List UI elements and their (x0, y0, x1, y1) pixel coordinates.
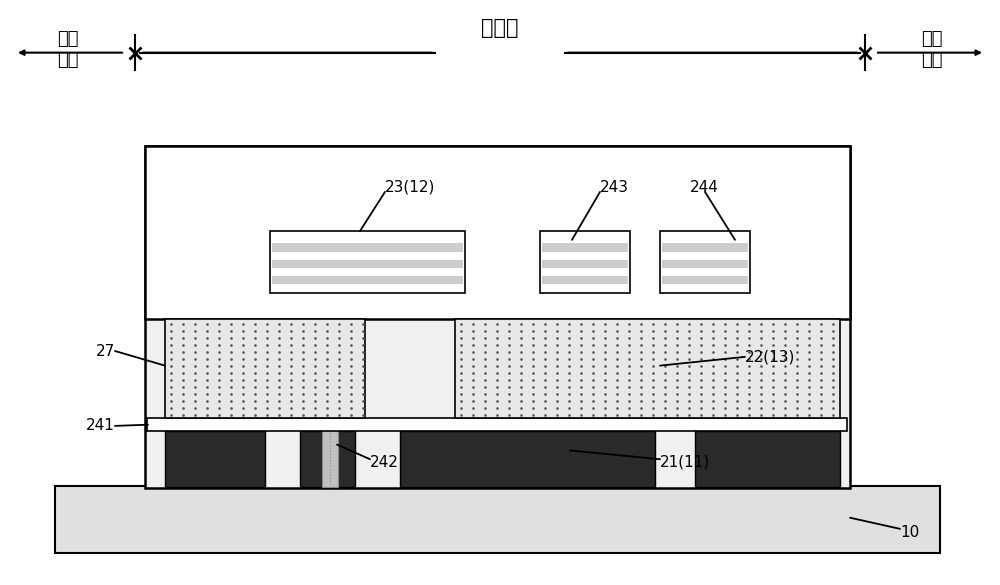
Text: 显示区: 显示区 (481, 18, 519, 38)
Bar (662, 243, 748, 252)
Bar (400, 431, 655, 487)
Bar (145, 146, 850, 319)
Text: 27: 27 (96, 343, 115, 359)
Text: 非显
示区: 非显 示区 (57, 30, 79, 69)
Bar (660, 231, 750, 292)
Bar (455, 319, 840, 418)
Bar (695, 431, 840, 487)
Bar (272, 260, 463, 268)
Text: 241: 241 (86, 418, 115, 433)
Bar (272, 276, 463, 284)
Bar (270, 231, 465, 292)
Bar (147, 418, 847, 431)
Text: 242: 242 (370, 455, 399, 470)
Bar (662, 276, 748, 284)
Bar (542, 243, 628, 252)
Bar (55, 486, 940, 553)
Text: 21(11): 21(11) (660, 455, 710, 470)
Bar (542, 260, 628, 268)
Bar (300, 431, 355, 487)
Text: 23(12): 23(12) (385, 180, 435, 195)
Bar (322, 430, 338, 487)
Bar (662, 260, 748, 268)
Text: 22(13): 22(13) (745, 349, 795, 364)
Bar (272, 243, 463, 252)
Bar (145, 146, 850, 488)
Bar (540, 231, 630, 292)
Text: 非显
示区: 非显 示区 (921, 30, 943, 69)
Bar (165, 431, 265, 487)
Text: 10: 10 (900, 525, 919, 540)
Text: 244: 244 (690, 180, 719, 195)
Bar (542, 276, 628, 284)
Text: 243: 243 (600, 180, 629, 195)
Bar (165, 319, 365, 418)
